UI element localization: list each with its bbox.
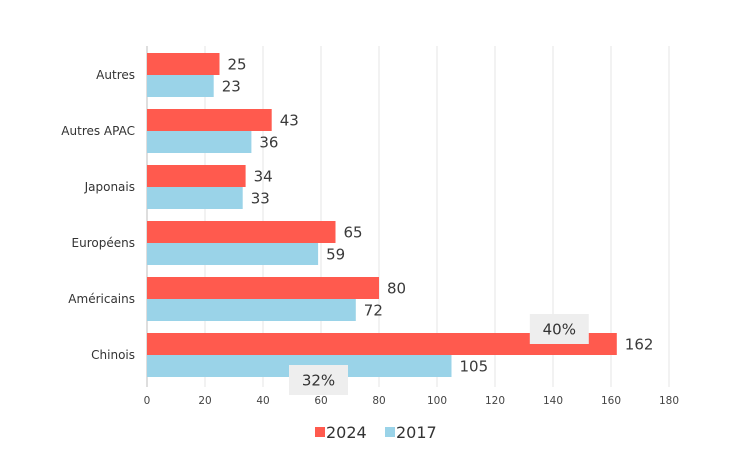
value-label-autres-apac-2017: 36 <box>259 134 278 152</box>
x-tick-label-0: 0 <box>144 395 151 407</box>
x-tick-label-40: 40 <box>256 395 269 407</box>
x-tick-label-20: 20 <box>198 395 211 407</box>
bar-europeens-2017 <box>147 243 319 265</box>
value-label-autres-2017: 23 <box>222 78 241 96</box>
legend-item-2017: 2017 <box>385 423 437 442</box>
annotation-32: 32% <box>289 365 348 395</box>
bar-europeens-2024 <box>147 221 336 243</box>
annotation-text: 40% <box>543 321 576 339</box>
legend-label-2017: 2017 <box>396 423 437 442</box>
value-label-europeens-2024: 65 <box>344 224 363 242</box>
value-label-japonais-2024: 34 <box>254 168 273 186</box>
x-tick-label-160: 160 <box>601 395 621 407</box>
value-label-chinois-2017: 105 <box>460 358 489 376</box>
x-tick-label-140: 140 <box>543 395 563 407</box>
category-label-chinois: Chinois <box>91 348 135 362</box>
legend-swatch-2024 <box>315 427 325 437</box>
legend-label-2024: 2024 <box>326 423 367 442</box>
category-labels: Autres Autres APAC Japonais Européens Améric… <box>61 68 135 362</box>
x-tick-label-100: 100 <box>427 395 447 407</box>
value-label-autres-apac-2024: 43 <box>280 112 299 130</box>
bar-autres-2017 <box>147 75 214 97</box>
bar-chinois-2024 <box>147 333 617 355</box>
category-label-europeens: Européens <box>72 236 135 250</box>
category-label-americains: Américains <box>68 292 135 306</box>
value-label-autres-2024: 25 <box>228 56 247 74</box>
annotation-text: 32% <box>302 372 335 390</box>
x-tick-label-120: 120 <box>485 395 505 407</box>
value-label-americains-2024: 80 <box>387 280 406 298</box>
bar-autres-apac-2024 <box>147 109 272 131</box>
bar-autres-apac-2017 <box>147 131 252 153</box>
value-label-europeens-2017: 59 <box>326 246 345 264</box>
value-label-americains-2017: 72 <box>364 302 383 320</box>
legend-swatch-2017 <box>385 427 395 437</box>
grid-lines <box>146 46 670 387</box>
bar-americains-2017 <box>147 299 356 321</box>
value-label-chinois-2024: 162 <box>625 336 654 354</box>
x-tick-label-180: 180 <box>659 395 679 407</box>
legend-item-2024: 2024 <box>315 423 367 442</box>
category-label-autres: Autres <box>96 68 135 82</box>
x-tick-label-60: 60 <box>314 395 327 407</box>
bar-autres-2024 <box>147 53 220 75</box>
category-label-autres-apac: Autres APAC <box>61 124 135 138</box>
x-axis-ticks: 0 20 40 60 80 100 120 140 160 180 <box>144 395 679 407</box>
bar-japonais-2017 <box>147 187 243 209</box>
bar-japonais-2024 <box>147 165 246 187</box>
annotation-box <box>289 365 348 395</box>
annotation-box <box>529 314 589 344</box>
category-label-japonais: Japonais <box>84 180 135 194</box>
annotation-40: 40% <box>529 314 589 344</box>
bar-americains-2024 <box>147 277 379 299</box>
legend: 2024 2017 <box>315 423 437 442</box>
x-tick-label-80: 80 <box>372 395 385 407</box>
annotations: 40% 32% <box>289 314 589 395</box>
value-label-japonais-2017: 33 <box>251 190 270 208</box>
bars <box>147 53 617 377</box>
